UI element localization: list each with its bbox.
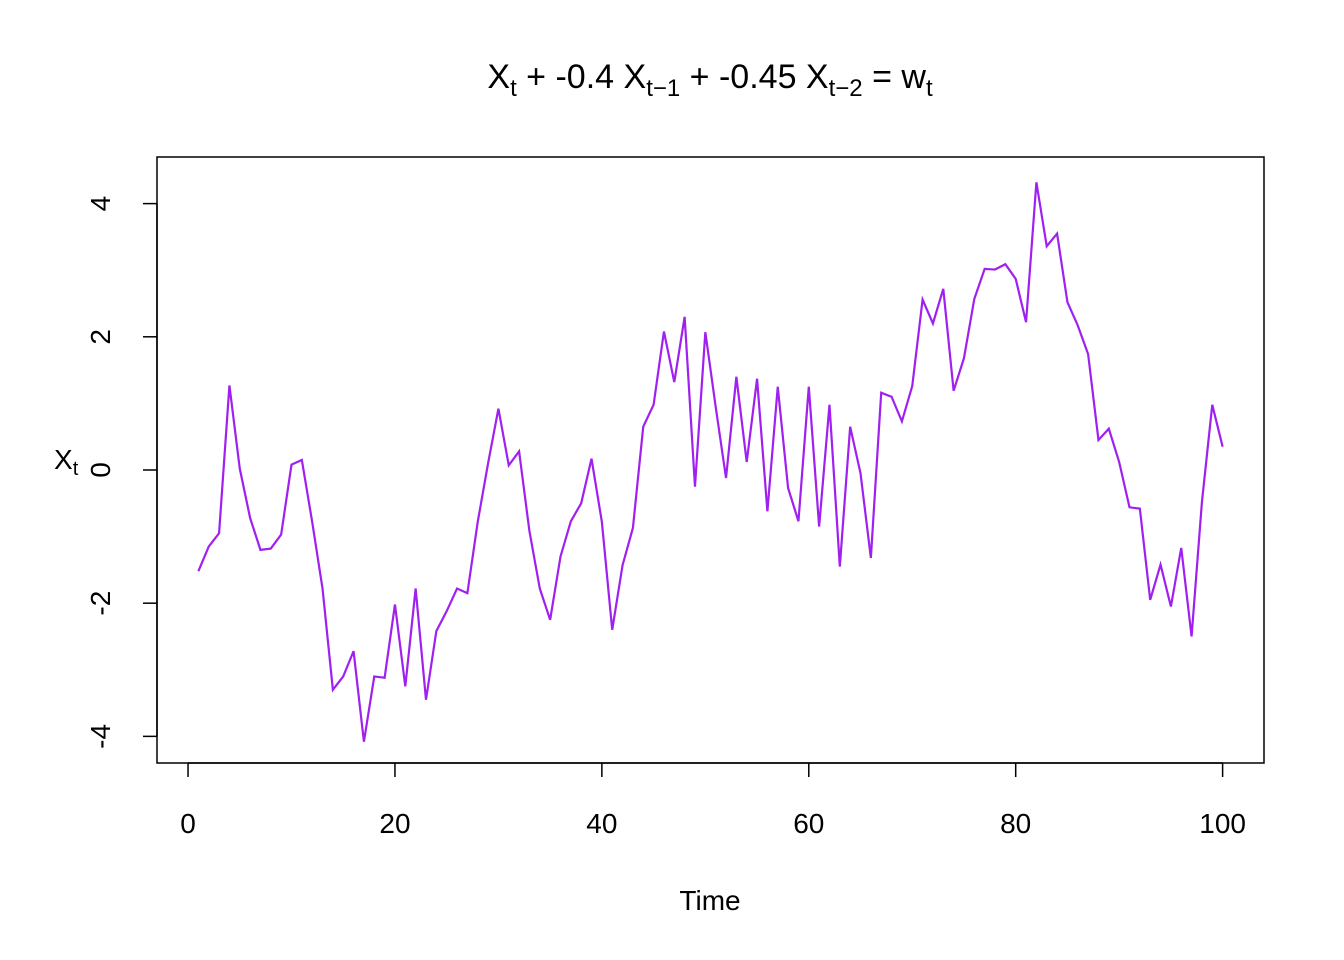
title-part-2: + -0.45 X (680, 58, 828, 96)
title-sub-3: t (926, 75, 933, 102)
series-layer (197, 182, 1224, 742)
y-tick-label-4: 4 (85, 196, 116, 212)
x-tick-label-0: 0 (180, 808, 196, 839)
y-axis-label-main: X (54, 444, 73, 475)
y-tick-label--2: -2 (85, 591, 116, 616)
y-tick-label-0: 0 (85, 462, 116, 478)
title-sub-0: t (510, 75, 517, 102)
plot-frame (156, 156, 1265, 764)
x-tick-label-60: 60 (793, 808, 824, 839)
x-tick-label-80: 80 (1000, 808, 1031, 839)
y-tick-label--4: -4 (85, 724, 116, 749)
x-tick-label-40: 40 (586, 808, 617, 839)
x-tick-label-100: 100 (1199, 808, 1246, 839)
x-axis: 0 20 40 60 80 100 (180, 762, 1246, 839)
title-sub-2: t−2 (829, 75, 863, 102)
y-axis-label: Xt (54, 444, 79, 480)
title-sub-1: t−1 (646, 75, 680, 102)
y-axis-label-sub: t (73, 458, 79, 480)
y-axis: -4 -2 0 2 4 (85, 196, 158, 749)
y-tick-label-2: 2 (85, 329, 116, 345)
title-part-1: + -0.4 X (517, 58, 646, 96)
x-tick-label-20: 20 (379, 808, 410, 839)
x-axis-label: Time (679, 885, 740, 916)
chart-title: Xt + -0.4 Xt−1 + -0.45 Xt−2 = wt (487, 58, 933, 102)
series-line-0 (197, 182, 1224, 742)
title-part-0: X (487, 58, 510, 96)
title-part-3: = w (863, 58, 927, 96)
